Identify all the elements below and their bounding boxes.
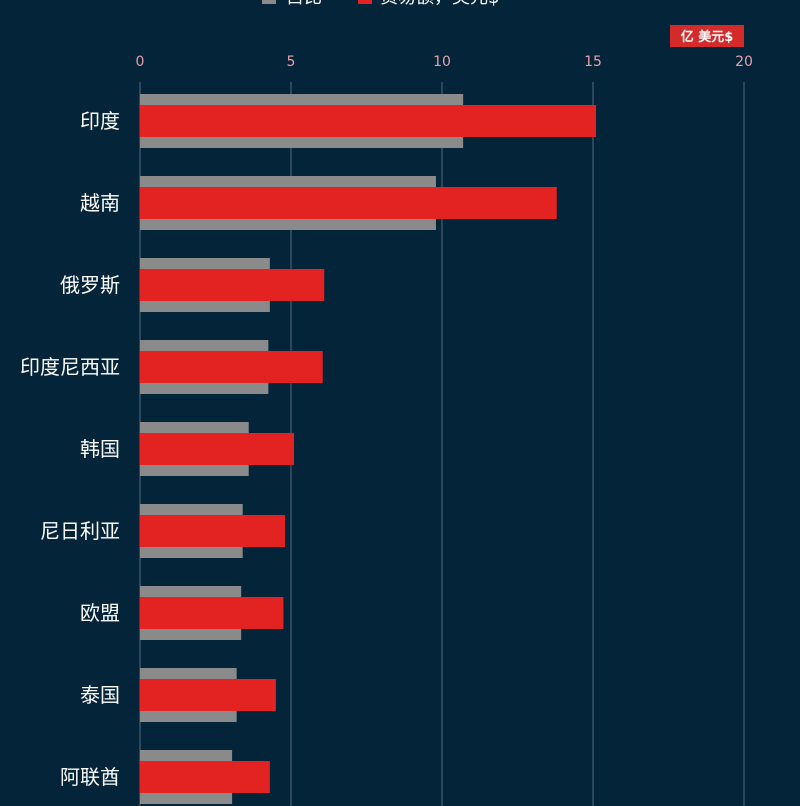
legend-label-trade: 贸易额，美元$ [380,0,499,8]
bar-trade-value [140,515,285,547]
legend: 占比 贸易额，美元$ [262,0,499,8]
unit-badge-text: 亿 美元$ [681,29,734,45]
x-tick-label: 5 [287,54,296,70]
x-tick-label: 15 [584,54,602,70]
bar-trade-value [140,679,276,711]
bar-trade-value [140,597,284,629]
category-label: 越南 [80,191,120,215]
category-label: 尼日利亚 [40,519,120,543]
bar-trade-value [140,761,270,793]
legend-swatch-trade [358,0,372,4]
x-axis-ticks: 0 5 10 15 20 [136,54,753,70]
unit-badge: 亿 美元$ [670,25,744,47]
bar-trade-value [140,433,295,465]
category-label: 阿联酋 [60,765,120,789]
legend-swatch-share [262,0,276,4]
bar-trade-value [140,187,557,219]
bar-trade-value [140,269,325,301]
category-label: 印度 [80,109,120,133]
x-tick-label: 0 [136,54,145,70]
category-label: 俄罗斯 [60,273,120,297]
bar-trade-value [140,351,323,383]
unit-badge-background [670,25,744,47]
category-label: 韩国 [80,437,120,461]
category-label: 泰国 [80,683,120,707]
x-tick-label: 20 [735,54,753,70]
category-label: 印度尼西亚 [20,355,120,379]
x-tick-label: 10 [433,54,451,70]
bar-trade-value [140,105,597,137]
bars [140,94,597,804]
category-label: 欧盟 [80,601,120,625]
legend-label-share: 占比 [286,0,322,8]
